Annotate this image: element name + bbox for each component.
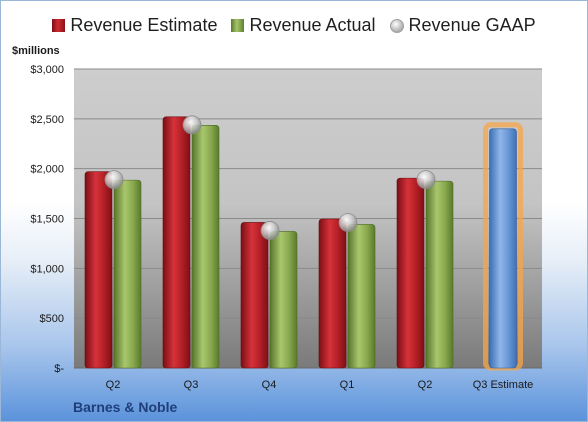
legend-label-actual: Revenue Actual — [249, 15, 376, 35]
bar-estimate — [396, 177, 425, 369]
y-tick-label: $500 — [40, 313, 64, 325]
legend-item-estimate: Revenue Estimate — [52, 15, 217, 36]
gaap-marker — [260, 221, 280, 240]
y-tick-label: $1,500 — [30, 214, 64, 226]
x-tick-label: Q3 Estimate — [473, 379, 534, 391]
bar-estimate — [162, 116, 191, 369]
y-axis-unit-label: $millions — [12, 45, 60, 57]
bar-actual — [191, 125, 220, 369]
legend-item-actual: Revenue Actual — [231, 15, 376, 36]
gaap-marker — [416, 170, 436, 190]
x-tick-label: Q2 — [106, 379, 121, 391]
legend-label-estimate: Revenue Estimate — [70, 15, 218, 35]
legend-swatch-gaap — [389, 18, 404, 33]
y-tick-label: $1,000 — [30, 263, 64, 275]
company-name: Barnes & Noble — [73, 399, 178, 415]
y-tick-label: $- — [54, 363, 64, 375]
chart-legend: Revenue Estimate Revenue Actual Revenue … — [1, 15, 587, 36]
bar-actual — [269, 231, 298, 369]
bar-estimate — [240, 222, 269, 369]
bar-actual — [425, 180, 454, 369]
x-tick-label: Q2 — [418, 379, 433, 391]
legend-item-gaap: Revenue GAAP — [389, 15, 536, 36]
legend-swatch-estimate — [52, 19, 66, 32]
legend-label-gaap: Revenue GAAP — [408, 15, 536, 35]
x-tick-label: Q3 — [184, 379, 199, 391]
bar-estimate — [84, 171, 113, 369]
bar-actual — [113, 179, 142, 369]
gaap-marker — [104, 170, 124, 190]
bar-actual — [347, 224, 376, 369]
legend-swatch-actual — [231, 19, 245, 32]
gaap-marker — [338, 213, 358, 232]
x-tick-label: Q4 — [262, 379, 277, 391]
bar-estimate-forecast — [489, 128, 517, 369]
y-tick-label: $2,000 — [30, 164, 64, 176]
gaap-marker — [182, 115, 202, 135]
y-tick-label: $3,000 — [30, 64, 64, 76]
y-tick-label: $2,500 — [30, 114, 64, 126]
bar-estimate — [318, 218, 347, 369]
x-tick-label: Q1 — [340, 379, 355, 391]
